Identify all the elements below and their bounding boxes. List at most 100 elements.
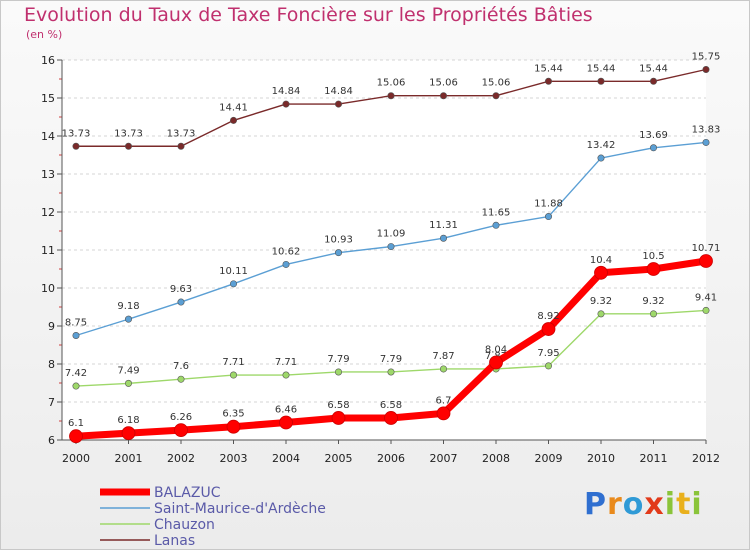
y-tick-label: 10 bbox=[41, 282, 55, 295]
data-label: 10.93 bbox=[324, 235, 353, 246]
y-tick-label: 7 bbox=[48, 396, 55, 409]
data-label: 14.41 bbox=[219, 102, 248, 113]
data-point bbox=[597, 310, 605, 318]
data-label: 11.88 bbox=[534, 199, 563, 210]
data-point bbox=[279, 415, 293, 430]
data-label: 9.32 bbox=[642, 296, 664, 307]
data-label: 11.31 bbox=[429, 220, 458, 231]
data-point bbox=[387, 92, 395, 100]
data-point bbox=[702, 138, 710, 146]
data-label: 6.18 bbox=[117, 415, 139, 426]
data-label: 6.58 bbox=[327, 400, 349, 411]
data-label: 15.75 bbox=[692, 52, 721, 63]
data-point bbox=[230, 116, 238, 124]
data-point bbox=[72, 142, 80, 150]
x-tick-label: 2011 bbox=[640, 452, 668, 465]
data-label: 7.6 bbox=[173, 361, 189, 372]
data-point bbox=[282, 100, 290, 108]
legend: BALAZUCSaint-Maurice-d'ArdècheChauzonLan… bbox=[100, 485, 326, 549]
data-label: 10.5 bbox=[642, 251, 664, 262]
data-point bbox=[174, 423, 188, 438]
data-label: 9.63 bbox=[170, 284, 192, 295]
data-point bbox=[121, 426, 136, 441]
logo-letter: P bbox=[584, 487, 607, 522]
data-label: 11.09 bbox=[377, 229, 406, 240]
data-point bbox=[492, 221, 500, 229]
x-tick-label: 2012 bbox=[692, 452, 720, 465]
data-point bbox=[541, 322, 556, 336]
x-tick-label: 2006 bbox=[377, 452, 405, 465]
data-label: 10.11 bbox=[219, 266, 248, 277]
data-label: 7.79 bbox=[380, 354, 402, 365]
data-label: 13.73 bbox=[167, 128, 196, 139]
data-point bbox=[387, 243, 395, 251]
x-tick-label: 2000 bbox=[62, 452, 90, 465]
data-label: 14.84 bbox=[272, 86, 301, 97]
logo-letter: o bbox=[622, 487, 645, 522]
data-label: 8.92 bbox=[537, 311, 559, 322]
data-label: 15.44 bbox=[639, 63, 668, 74]
data-label: 15.44 bbox=[587, 63, 616, 74]
data-point bbox=[331, 411, 346, 425]
data-label: 9.32 bbox=[590, 296, 612, 307]
data-label: 15.06 bbox=[429, 78, 458, 89]
y-tick-label: 16 bbox=[41, 54, 55, 67]
data-label: 7.42 bbox=[65, 368, 87, 379]
grid bbox=[62, 59, 706, 441]
legend-label: Lanas bbox=[154, 533, 195, 549]
data-label: 10.4 bbox=[590, 255, 612, 266]
data-point bbox=[649, 310, 657, 318]
data-point bbox=[72, 331, 80, 339]
data-point bbox=[125, 142, 133, 150]
data-point bbox=[544, 77, 552, 85]
data-point bbox=[125, 379, 133, 387]
data-point bbox=[334, 249, 342, 257]
x-tick-label: 2010 bbox=[587, 452, 615, 465]
data-point bbox=[492, 92, 500, 100]
data-point bbox=[334, 100, 342, 108]
unit-label: (en %) bbox=[26, 28, 63, 41]
x-tick-label: 2004 bbox=[272, 452, 300, 465]
legend-label: BALAZUC bbox=[154, 485, 221, 501]
data-point bbox=[125, 315, 133, 323]
data-label: 13.73 bbox=[114, 128, 143, 139]
data-point bbox=[436, 406, 451, 421]
data-point bbox=[702, 66, 710, 74]
chart-title: Evolution du Taux de Taxe Foncière sur l… bbox=[24, 4, 593, 26]
data-point bbox=[230, 280, 238, 288]
data-label: 6.1 bbox=[68, 418, 84, 429]
data-label: 7.95 bbox=[537, 348, 559, 359]
data-label: 14.84 bbox=[324, 86, 353, 97]
data-point bbox=[384, 411, 398, 425]
y-tick-label: 6 bbox=[48, 434, 55, 447]
data-point bbox=[439, 234, 447, 242]
data-label: 11.65 bbox=[482, 207, 511, 218]
x-tick-label: 2007 bbox=[430, 452, 458, 465]
x-tick-label: 2003 bbox=[220, 452, 248, 465]
legend-label: Saint-Maurice-d'Ardèche bbox=[154, 501, 326, 517]
data-label: 6.46 bbox=[275, 405, 297, 416]
data-label: 13.69 bbox=[639, 130, 668, 141]
data-point bbox=[597, 154, 605, 162]
x-tick-label: 2008 bbox=[482, 452, 510, 465]
data-label: 10.62 bbox=[272, 246, 301, 257]
data-label: 7.71 bbox=[275, 357, 297, 368]
axes: 6 7 8 9 10 11 12 13 14 15 16 2000 2001 2002 2003 2004 20… bbox=[41, 54, 720, 465]
data-label: 8.75 bbox=[65, 318, 87, 329]
x-tick-label: 2001 bbox=[115, 452, 143, 465]
data-point bbox=[597, 77, 605, 85]
data-label: 10.71 bbox=[692, 243, 721, 254]
x-tick-label: 2005 bbox=[325, 452, 353, 465]
data-point bbox=[594, 265, 608, 280]
logo-letter: i bbox=[691, 487, 703, 522]
logo-letter: t bbox=[676, 487, 692, 522]
data-label: 7.71 bbox=[222, 357, 244, 368]
data-point bbox=[226, 419, 241, 434]
data-label: 7.87 bbox=[432, 351, 454, 362]
data-point bbox=[649, 144, 657, 152]
data-label: 6.7 bbox=[436, 395, 452, 406]
logo-letter: r bbox=[607, 487, 623, 522]
y-tick-label: 13 bbox=[41, 168, 55, 181]
data-point bbox=[544, 362, 552, 370]
data-label: 8.04 bbox=[485, 344, 507, 355]
